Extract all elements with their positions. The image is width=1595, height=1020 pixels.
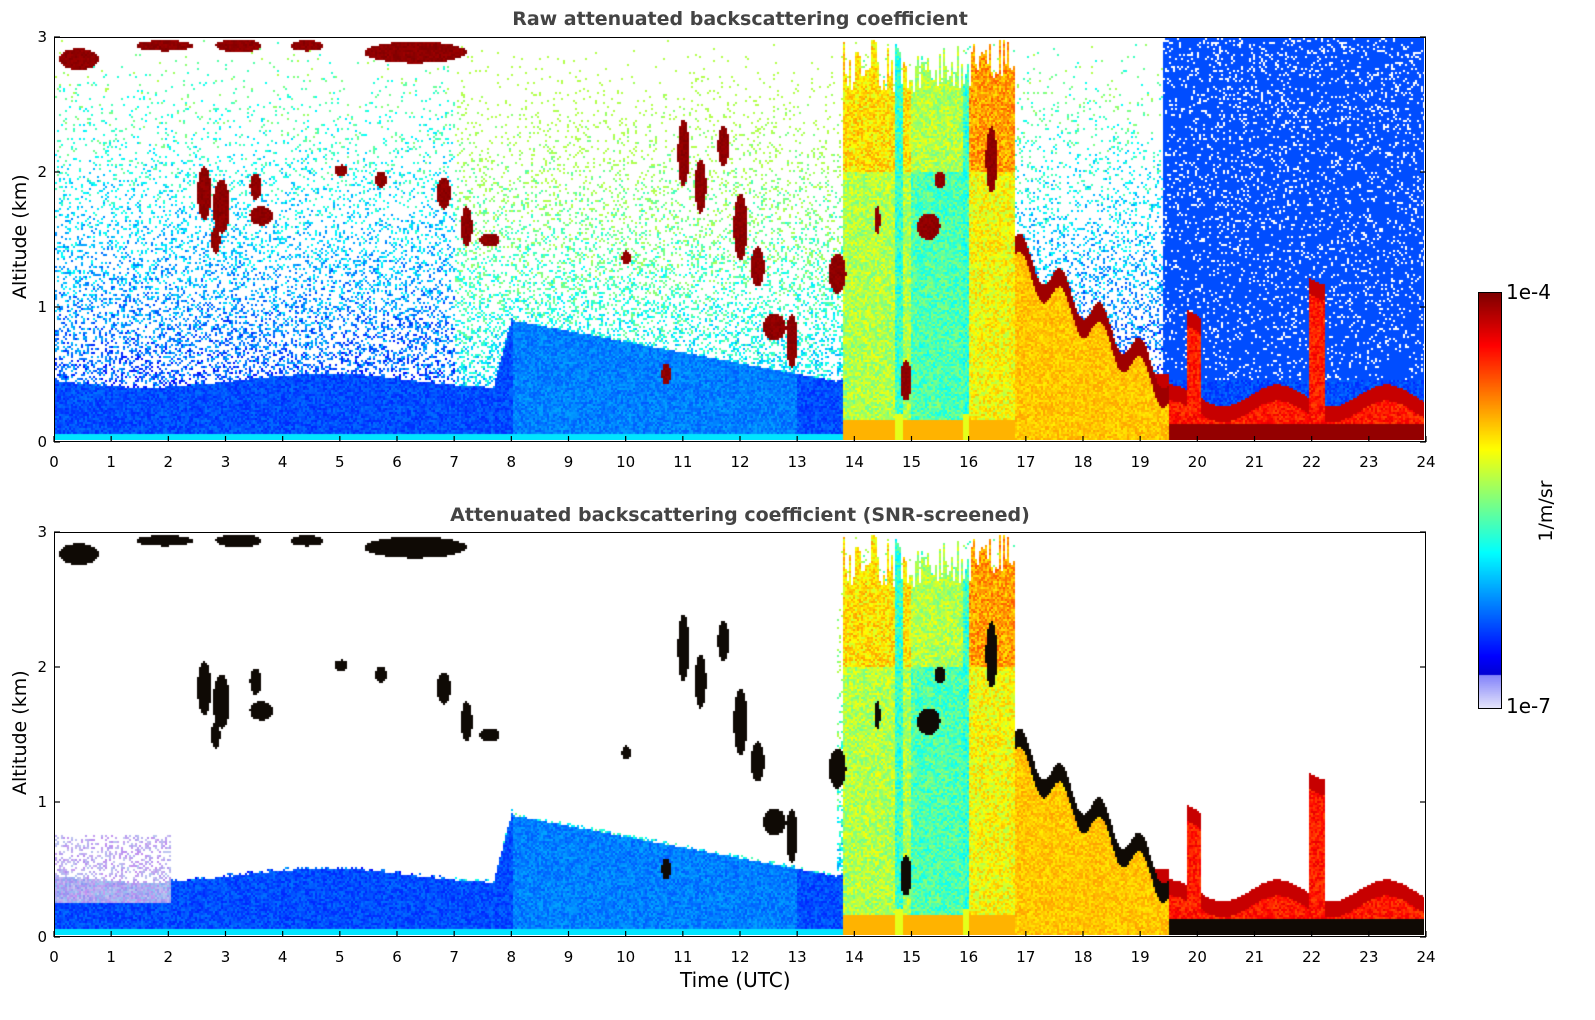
panel2-xtick-label: 11 bbox=[673, 948, 692, 966]
panel1-heatmap bbox=[55, 38, 1424, 440]
panel1-xtick-label: 3 bbox=[221, 453, 231, 471]
panel2-xtick-label: 15 bbox=[902, 948, 921, 966]
panel1-xtick-label: 1 bbox=[106, 453, 116, 471]
colorbar bbox=[1478, 292, 1502, 709]
panel2-xtick-label: 16 bbox=[959, 948, 978, 966]
panel1-xtick-label: 16 bbox=[959, 453, 978, 471]
panel2-title: Attenuated backscattering coefficient (S… bbox=[450, 504, 1030, 526]
colorbar-unit-label: 1/m/sr bbox=[1535, 480, 1557, 542]
panel2-xtick-label: 12 bbox=[730, 948, 749, 966]
panel2-ytick-label: 2 bbox=[37, 658, 47, 676]
panel2-heatmap bbox=[55, 533, 1424, 935]
panel1-xtick-label: 6 bbox=[392, 453, 402, 471]
panel2-xtick-label: 6 bbox=[392, 948, 402, 966]
panel2-xtick-label: 4 bbox=[278, 948, 288, 966]
colorbar-max-label: 1e-4 bbox=[1506, 280, 1551, 304]
panel2-xtick-label: 2 bbox=[164, 948, 174, 966]
panel1-ytick-label: 0 bbox=[37, 433, 47, 451]
panel1-ytick-label: 1 bbox=[37, 298, 47, 316]
panel1-xtick-label: 13 bbox=[788, 453, 807, 471]
panel1-xtick-label: 10 bbox=[616, 453, 635, 471]
panel1-xtick-label: 19 bbox=[1131, 453, 1150, 471]
panel2-xtick-label: 10 bbox=[616, 948, 635, 966]
panel2-ytick-label: 0 bbox=[37, 928, 47, 946]
panel2-xtick-label: 21 bbox=[1245, 948, 1264, 966]
panel2-xtick-label: 18 bbox=[1073, 948, 1092, 966]
panel2-xtick-label: 17 bbox=[1016, 948, 1035, 966]
panel1-xtick-label: 21 bbox=[1245, 453, 1264, 471]
panel2-xlabel: Time (UTC) bbox=[680, 968, 791, 992]
panel2-xtick-label: 5 bbox=[335, 948, 345, 966]
panel2-xtick-label: 7 bbox=[449, 948, 459, 966]
panel1-xtick-label: 23 bbox=[1359, 453, 1378, 471]
panel2-xtick-label: 3 bbox=[221, 948, 231, 966]
panel1-ytick-label: 3 bbox=[37, 28, 47, 46]
panel2-ytick-label: 3 bbox=[37, 523, 47, 541]
panel1-xtick-label: 20 bbox=[1188, 453, 1207, 471]
panel1-xtick-label: 9 bbox=[564, 453, 574, 471]
panel1-xtick-label: 11 bbox=[673, 453, 692, 471]
panel1-xtick-label: 4 bbox=[278, 453, 288, 471]
colorbar-min-label: 1e-7 bbox=[1506, 694, 1551, 718]
panel1-xtick-label: 14 bbox=[845, 453, 864, 471]
panel2-xtick-label: 13 bbox=[788, 948, 807, 966]
panel1-xtick-label: 0 bbox=[49, 453, 59, 471]
panel1-xtick-label: 15 bbox=[902, 453, 921, 471]
panel1-xtick-label: 5 bbox=[335, 453, 345, 471]
panel1-xtick-label: 7 bbox=[449, 453, 459, 471]
panel1-xtick-label: 18 bbox=[1073, 453, 1092, 471]
panel2-xtick-label: 14 bbox=[845, 948, 864, 966]
panel1-xtick-label: 17 bbox=[1016, 453, 1035, 471]
panel2-xtick-label: 24 bbox=[1416, 948, 1435, 966]
panel2-xtick-label: 0 bbox=[49, 948, 59, 966]
panel1-xtick-label: 12 bbox=[730, 453, 749, 471]
panel1-ytick-label: 2 bbox=[37, 163, 47, 181]
panel1-xtick-label: 24 bbox=[1416, 453, 1435, 471]
panel2-xtick-label: 1 bbox=[106, 948, 116, 966]
panel1-plot-area bbox=[54, 37, 1426, 442]
panel1-xtick-label: 2 bbox=[164, 453, 174, 471]
panel2-plot-area bbox=[54, 532, 1426, 937]
panel2-xtick-label: 23 bbox=[1359, 948, 1378, 966]
panel2-xtick-label: 20 bbox=[1188, 948, 1207, 966]
panel2-ytick-label: 1 bbox=[37, 793, 47, 811]
panel2-xtick-label: 19 bbox=[1131, 948, 1150, 966]
panel1-xtick-label: 22 bbox=[1302, 453, 1321, 471]
panel1-title: Raw attenuated backscattering coefficien… bbox=[512, 8, 968, 30]
panel2-xtick-label: 22 bbox=[1302, 948, 1321, 966]
panel2-xtick-label: 9 bbox=[564, 948, 574, 966]
panel1-xtick-label: 8 bbox=[507, 453, 517, 471]
panel2-xtick-label: 8 bbox=[507, 948, 517, 966]
